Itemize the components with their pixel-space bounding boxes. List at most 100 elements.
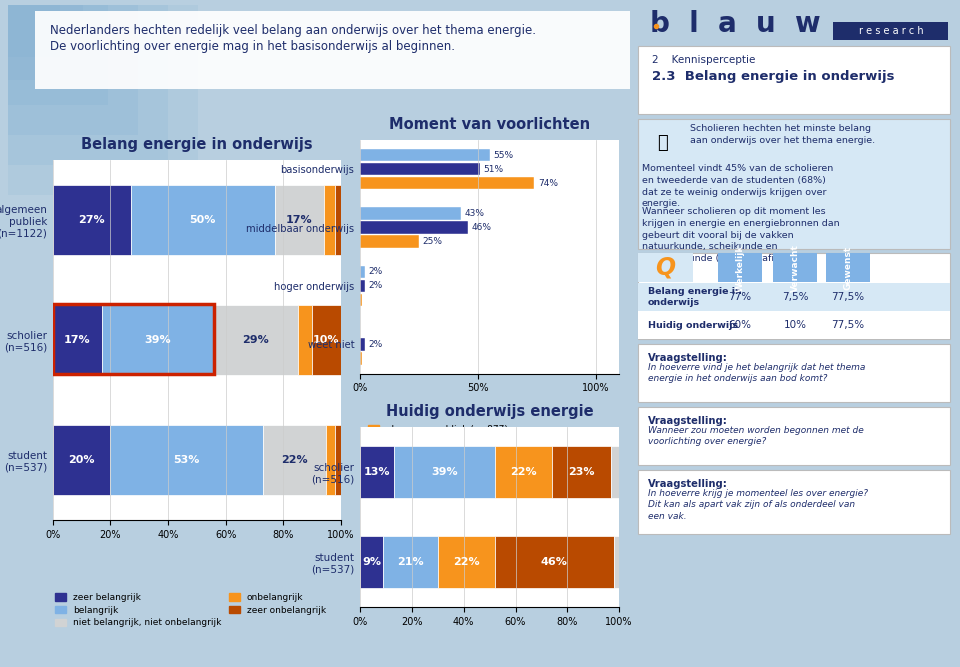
- Text: 22%: 22%: [510, 467, 537, 477]
- Text: 50%: 50%: [189, 215, 216, 225]
- Text: 55%: 55%: [493, 151, 514, 159]
- Bar: [360, 207, 462, 219]
- Bar: [335, 426, 341, 495]
- Bar: [53, 185, 131, 255]
- Legend: zeer belangrijk, belangrijk, niet belangrijk, niet onbelangrijk, onbelangrijk, z: zeer belangrijk, belangrijk, niet belang…: [52, 590, 329, 631]
- Text: 77,5%: 77,5%: [831, 292, 865, 302]
- Text: 46%: 46%: [541, 557, 567, 567]
- Bar: [360, 163, 480, 175]
- Text: Gewenst: Gewenst: [844, 246, 852, 290]
- Text: 29%: 29%: [243, 336, 269, 345]
- Text: 22%: 22%: [281, 456, 308, 465]
- Bar: [131, 185, 275, 255]
- Text: Belang energie in
onderwijs: Belang energie in onderwijs: [648, 287, 742, 307]
- Text: Vraagstelling:: Vraagstelling:: [648, 416, 728, 426]
- Bar: [102, 305, 214, 375]
- Text: 53%: 53%: [174, 456, 200, 465]
- Bar: [360, 338, 365, 350]
- Bar: [324, 185, 335, 255]
- Bar: [552, 446, 612, 498]
- Title: Moment van voorlichten: Moment van voorlichten: [389, 117, 590, 132]
- Bar: [638, 407, 950, 465]
- Bar: [298, 305, 312, 375]
- Title: Belang energie in onderwijs: Belang energie in onderwijs: [81, 137, 313, 152]
- Text: 🎓: 🎓: [658, 134, 668, 152]
- Text: 2%: 2%: [369, 281, 382, 290]
- Text: 2    Kennisperceptie: 2 Kennisperceptie: [652, 55, 756, 65]
- Bar: [833, 22, 948, 40]
- Bar: [35, 11, 630, 89]
- Bar: [438, 536, 494, 588]
- Text: Wanneer scholieren op dit moment les
krijgen in energie en energiebronnen dan
ge: Wanneer scholieren op dit moment les kri…: [642, 207, 840, 263]
- Text: 9%: 9%: [362, 557, 381, 567]
- Text: b  l  a  u  w: b l a u w: [650, 10, 821, 38]
- Bar: [718, 253, 762, 282]
- Text: 46%: 46%: [472, 223, 492, 232]
- Bar: [773, 253, 817, 282]
- Bar: [826, 253, 870, 282]
- Bar: [638, 46, 950, 114]
- Text: 77%: 77%: [729, 292, 752, 302]
- Bar: [360, 536, 383, 588]
- Text: 77,5%: 77,5%: [831, 320, 865, 330]
- Bar: [494, 446, 552, 498]
- Text: 13%: 13%: [364, 467, 390, 477]
- Text: 20%: 20%: [68, 456, 95, 465]
- Text: 21%: 21%: [397, 557, 424, 567]
- Bar: [360, 177, 535, 189]
- Text: 10%: 10%: [313, 336, 340, 345]
- Text: Basis: hechten belang aan energie in onderwijs: Basis: hechten belang aan energie in ond…: [360, 437, 574, 446]
- Text: 10%: 10%: [783, 320, 806, 330]
- Bar: [612, 446, 619, 498]
- Title: Huidig onderwijs energie: Huidig onderwijs energie: [386, 404, 593, 419]
- Legend: algemeen publiek (n=877), scholier (n=306), student (n=400): algemeen publiek (n=877), scholier (n=30…: [365, 421, 512, 462]
- Bar: [8, 5, 83, 80]
- Bar: [53, 304, 214, 374]
- Text: 43%: 43%: [465, 209, 485, 218]
- Text: Momenteel vindt 45% van de scholieren
en tweederde van de studenten (68%)
dat ze: Momenteel vindt 45% van de scholieren en…: [642, 164, 833, 208]
- Bar: [53, 305, 102, 375]
- Bar: [360, 221, 468, 233]
- Bar: [638, 253, 693, 282]
- Bar: [383, 536, 438, 588]
- Bar: [214, 305, 298, 375]
- Bar: [638, 344, 950, 402]
- Text: 17%: 17%: [286, 215, 312, 225]
- Text: De voorlichting over energie mag in het basisonderwijs al beginnen.: De voorlichting over energie mag in het …: [50, 40, 455, 53]
- Text: Q: Q: [655, 256, 675, 280]
- Bar: [394, 446, 494, 498]
- Text: 39%: 39%: [431, 467, 458, 477]
- Bar: [638, 283, 950, 311]
- Text: 22%: 22%: [453, 557, 480, 567]
- Text: 25%: 25%: [422, 237, 443, 246]
- Text: Wanneer zou moeten worden begonnen met de
voorlichting over energie?: Wanneer zou moeten worden begonnen met d…: [648, 426, 864, 446]
- Bar: [312, 305, 341, 375]
- Bar: [335, 185, 341, 255]
- Legend: zeer veel, veel, niet veel, niet weinig, weinig, zeer weinig tot geen: zeer veel, veel, niet veel, niet weinig,…: [365, 666, 604, 667]
- Text: 23%: 23%: [568, 467, 595, 477]
- Text: 2.3  Belang energie in onderwijs: 2.3 Belang energie in onderwijs: [652, 70, 895, 83]
- Text: Scholieren hechten het minste belang
aan onderwijs over het thema energie.: Scholieren hechten het minste belang aan…: [690, 124, 876, 145]
- Bar: [53, 426, 110, 495]
- Bar: [638, 470, 950, 534]
- Bar: [360, 352, 362, 364]
- Text: 27%: 27%: [79, 215, 105, 225]
- Bar: [642, 125, 684, 161]
- Bar: [360, 266, 365, 278]
- Bar: [360, 446, 394, 498]
- Bar: [638, 311, 950, 339]
- Bar: [614, 536, 619, 588]
- Bar: [8, 5, 138, 135]
- Bar: [110, 426, 263, 495]
- Text: 2%: 2%: [369, 340, 382, 349]
- Text: Nederlanders hechten redelijk veel belang aan onderwijs over het thema energie.: Nederlanders hechten redelijk veel belan…: [50, 24, 536, 37]
- Text: 60%: 60%: [729, 320, 752, 330]
- Text: In hoeverre krijg je momenteel les over energie?
Dit kan als apart vak zijn of a: In hoeverre krijg je momenteel les over …: [648, 489, 868, 521]
- Bar: [275, 185, 324, 255]
- Text: 17%: 17%: [64, 336, 90, 345]
- Bar: [638, 253, 950, 339]
- Bar: [263, 426, 326, 495]
- Text: 2%: 2%: [369, 267, 382, 276]
- Bar: [8, 5, 108, 105]
- Text: Vraagstelling:: Vraagstelling:: [648, 353, 728, 363]
